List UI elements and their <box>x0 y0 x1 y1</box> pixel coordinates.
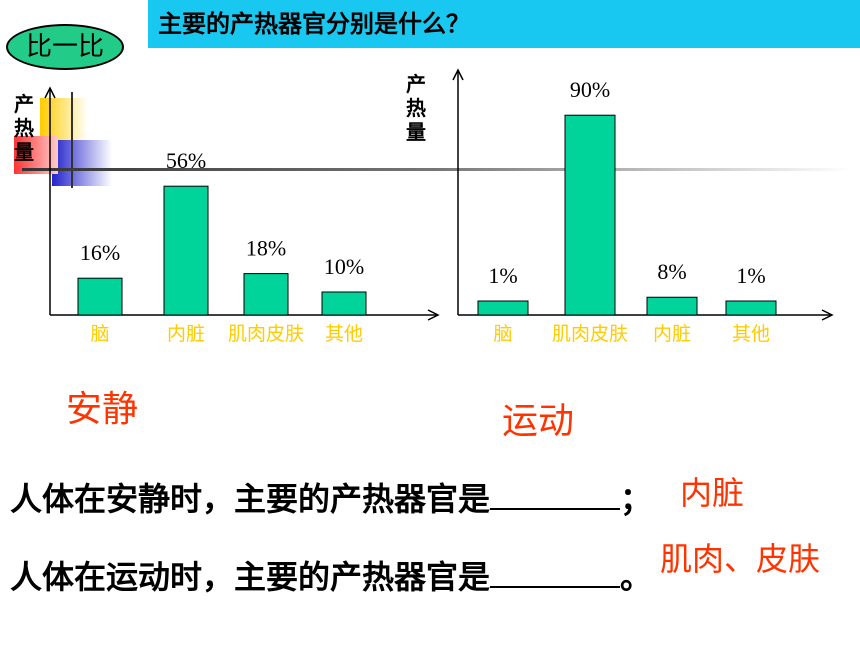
exercise-x-arrow <box>821 309 834 321</box>
exercise-bar-1 <box>477 300 529 316</box>
chart1-caption: 安静 <box>66 389 139 430</box>
rest-bar-2 <box>163 185 209 316</box>
decor-horizontal-line <box>22 168 852 171</box>
answer-blank-exercise[interactable] <box>490 558 621 588</box>
exercise-category-1: 脑 <box>493 323 512 345</box>
sentence-exercise: 人体在运动时，主要的产热器官是 。 <box>10 552 652 598</box>
exercise-category-3: 内脏 <box>653 323 691 345</box>
compare-badge: 比一比 <box>6 24 124 70</box>
exercise-data-label-1: 1% <box>488 263 517 288</box>
chart2-caption: 运动 <box>502 401 575 442</box>
exercise-bar-2 <box>564 114 616 316</box>
rest-category-1: 脑 <box>90 323 109 345</box>
decor-blue-square <box>52 140 112 186</box>
rest-bar-4 <box>321 291 367 316</box>
decor-vertical-line <box>71 92 73 188</box>
rest-x-arrow <box>427 309 440 321</box>
rest-data-label-2: 56% <box>166 148 206 173</box>
sentence-exercise-end: 。 <box>620 558 653 596</box>
answer-blank-rest[interactable] <box>490 480 621 510</box>
sentence-rest: 人体在安静时，主要的产热器官是 ； <box>10 474 652 520</box>
sentence-rest-text: 人体在安静时，主要的产热器官是 <box>10 480 491 518</box>
exercise-bar-4 <box>725 300 777 316</box>
exercise-data-label-4: 1% <box>736 263 765 288</box>
rest-data-label-4: 10% <box>324 254 364 279</box>
exercise-category-2: 肌肉皮肤 <box>552 323 628 345</box>
answer-exercise: 肌肉、皮肤 <box>660 540 821 578</box>
exercise-data-label-3: 8% <box>657 259 686 284</box>
rest-y-arrow <box>44 86 56 99</box>
exercise-bar-3 <box>646 296 698 316</box>
chart-exercise: 1% 脑 90% 肌肉皮肤 8% 内脏 1% 其他 <box>452 68 834 345</box>
exercise-y-arrow <box>452 68 464 81</box>
chart2-ylabel: 产热量 <box>406 72 426 144</box>
chart-rest: 16% 脑 56% 内脏 18% 肌肉皮肤 10% 其他 <box>44 86 440 345</box>
sentence-exercise-text: 人体在运动时，主要的产热器官是 <box>10 558 491 596</box>
rest-data-label-1: 16% <box>80 240 120 265</box>
exercise-category-4: 其他 <box>732 323 770 345</box>
rest-category-2: 内脏 <box>167 323 205 345</box>
chart1-ylabel: 产热量 <box>14 92 34 164</box>
page-title: 主要的产热器官分别是什么？ <box>148 0 860 48</box>
sentence-rest-end: ； <box>620 480 653 518</box>
rest-category-3: 肌肉皮肤 <box>228 323 304 345</box>
answer-rest: 内脏 <box>680 474 745 512</box>
exercise-data-label-2: 90% <box>570 77 610 102</box>
rest-bar-3 <box>243 273 289 316</box>
rest-category-4: 其他 <box>325 323 363 345</box>
rest-data-label-3: 18% <box>246 236 286 261</box>
rest-bar-1 <box>77 277 123 316</box>
